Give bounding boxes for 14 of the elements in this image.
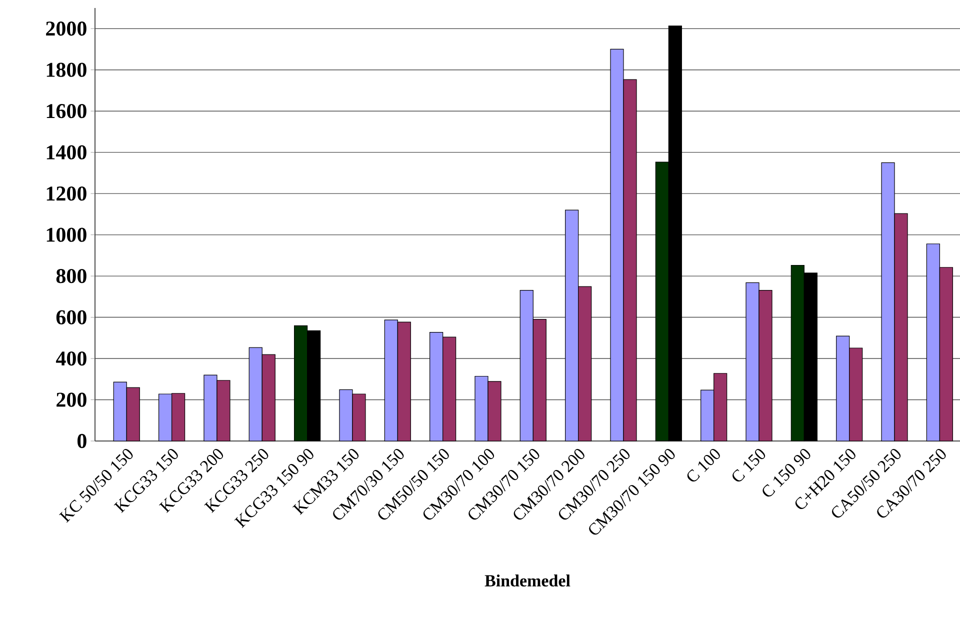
x-tick-label: C 150 [732, 449, 766, 482]
y-tick-label: 2000 [46, 22, 86, 36]
x-tick-label: C 100 [687, 449, 720, 482]
y-tick-label: 400 [56, 351, 86, 366]
y-tick-label: 0 [78, 434, 86, 448]
y-tick-label: 200 [56, 392, 86, 407]
y-tick-label: 1600 [46, 104, 86, 118]
y-tick-label: 1000 [46, 228, 86, 242]
y-tick-label: 800 [56, 268, 86, 284]
y-tick-label: 600 [56, 310, 86, 324]
y-tick-label: 1400 [46, 145, 86, 160]
y-tick-label: 1800 [46, 62, 86, 77]
y-tick-label: 1200 [46, 186, 86, 201]
x-axis-title: Bindemedel [484, 574, 570, 586]
